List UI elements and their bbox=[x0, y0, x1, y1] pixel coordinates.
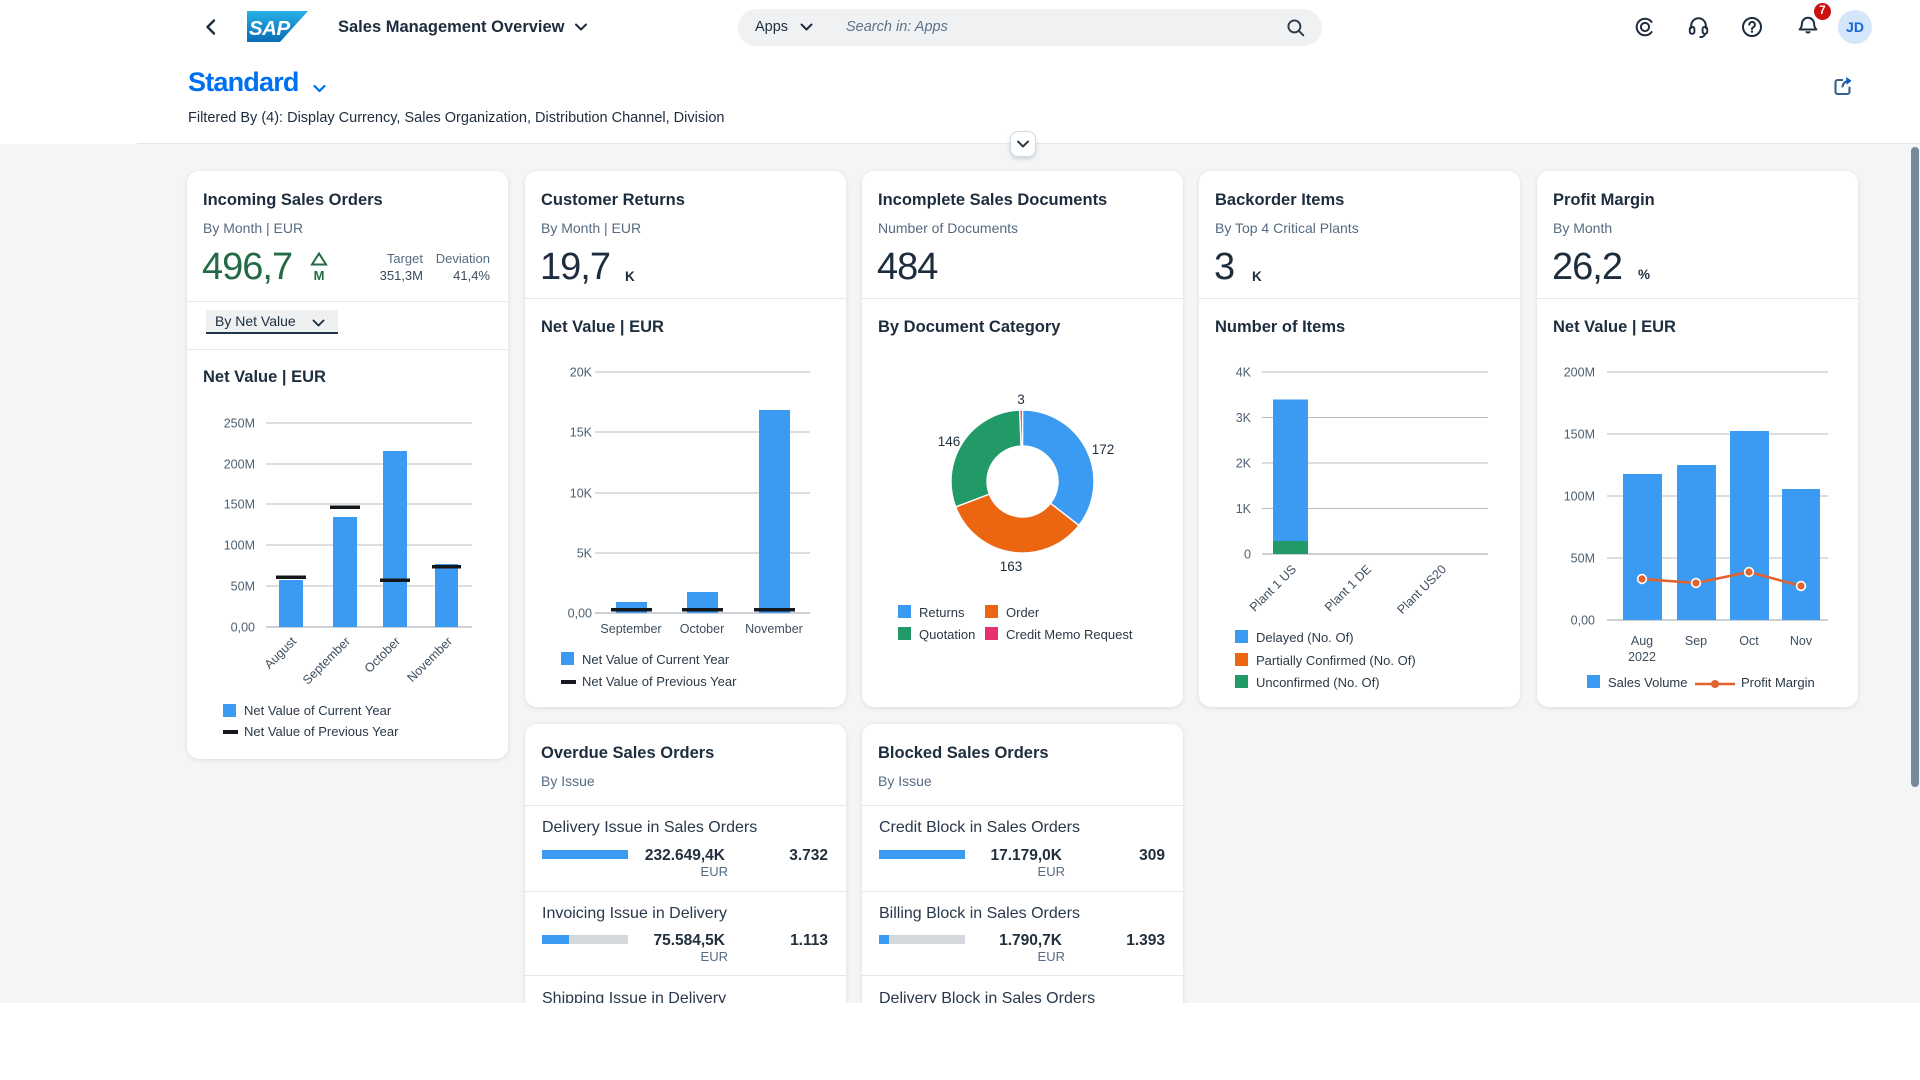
svg-text:20K: 20K bbox=[570, 366, 593, 380]
svg-text:172: 172 bbox=[1092, 442, 1115, 457]
svg-text:September: September bbox=[300, 634, 353, 687]
svg-text:November: November bbox=[745, 622, 803, 636]
svg-text:150M: 150M bbox=[1564, 428, 1595, 442]
svg-text:15K: 15K bbox=[570, 426, 593, 440]
svg-text:3K: 3K bbox=[1236, 411, 1252, 425]
svg-text:SAP: SAP bbox=[249, 17, 290, 40]
svg-text:200M: 200M bbox=[224, 458, 255, 472]
svg-text:M: M bbox=[314, 268, 325, 283]
svg-text:2K: 2K bbox=[1236, 457, 1252, 471]
svg-text:Plant US20: Plant US20 bbox=[1395, 562, 1450, 617]
svg-text:100M: 100M bbox=[224, 539, 255, 553]
svg-text:October: October bbox=[362, 634, 403, 675]
svg-text:150M: 150M bbox=[224, 498, 255, 512]
svg-text:0,00: 0,00 bbox=[568, 607, 592, 621]
svg-text:Aug: Aug bbox=[1631, 634, 1653, 648]
svg-text:3: 3 bbox=[1017, 392, 1025, 407]
svg-text:5K: 5K bbox=[577, 547, 593, 561]
svg-text:Nov: Nov bbox=[1790, 634, 1813, 648]
svg-text:Oct: Oct bbox=[1739, 634, 1759, 648]
svg-text:0,00: 0,00 bbox=[231, 621, 255, 635]
svg-text:November: November bbox=[404, 634, 455, 685]
svg-text:Plant 1 DE: Plant 1 DE bbox=[1322, 562, 1374, 614]
svg-text:163: 163 bbox=[1000, 559, 1023, 574]
svg-text:Sep: Sep bbox=[1685, 634, 1707, 648]
svg-text:50M: 50M bbox=[231, 580, 255, 594]
svg-text:2022: 2022 bbox=[1628, 650, 1656, 664]
svg-text:Plant 1 US: Plant 1 US bbox=[1247, 562, 1299, 614]
svg-text:0,00: 0,00 bbox=[1571, 614, 1595, 628]
svg-text:1K: 1K bbox=[1236, 502, 1252, 516]
svg-text:4K: 4K bbox=[1236, 366, 1252, 380]
svg-text:100M: 100M bbox=[1564, 490, 1595, 504]
svg-text:50M: 50M bbox=[1571, 552, 1595, 566]
svg-text:250M: 250M bbox=[224, 417, 255, 431]
svg-text:0: 0 bbox=[1244, 548, 1251, 562]
svg-text:10K: 10K bbox=[570, 487, 593, 501]
svg-text:September: September bbox=[600, 622, 661, 636]
svg-text:200M: 200M bbox=[1564, 366, 1595, 380]
svg-text:146: 146 bbox=[938, 434, 961, 449]
svg-text:August: August bbox=[262, 634, 300, 672]
svg-text:October: October bbox=[680, 622, 724, 636]
